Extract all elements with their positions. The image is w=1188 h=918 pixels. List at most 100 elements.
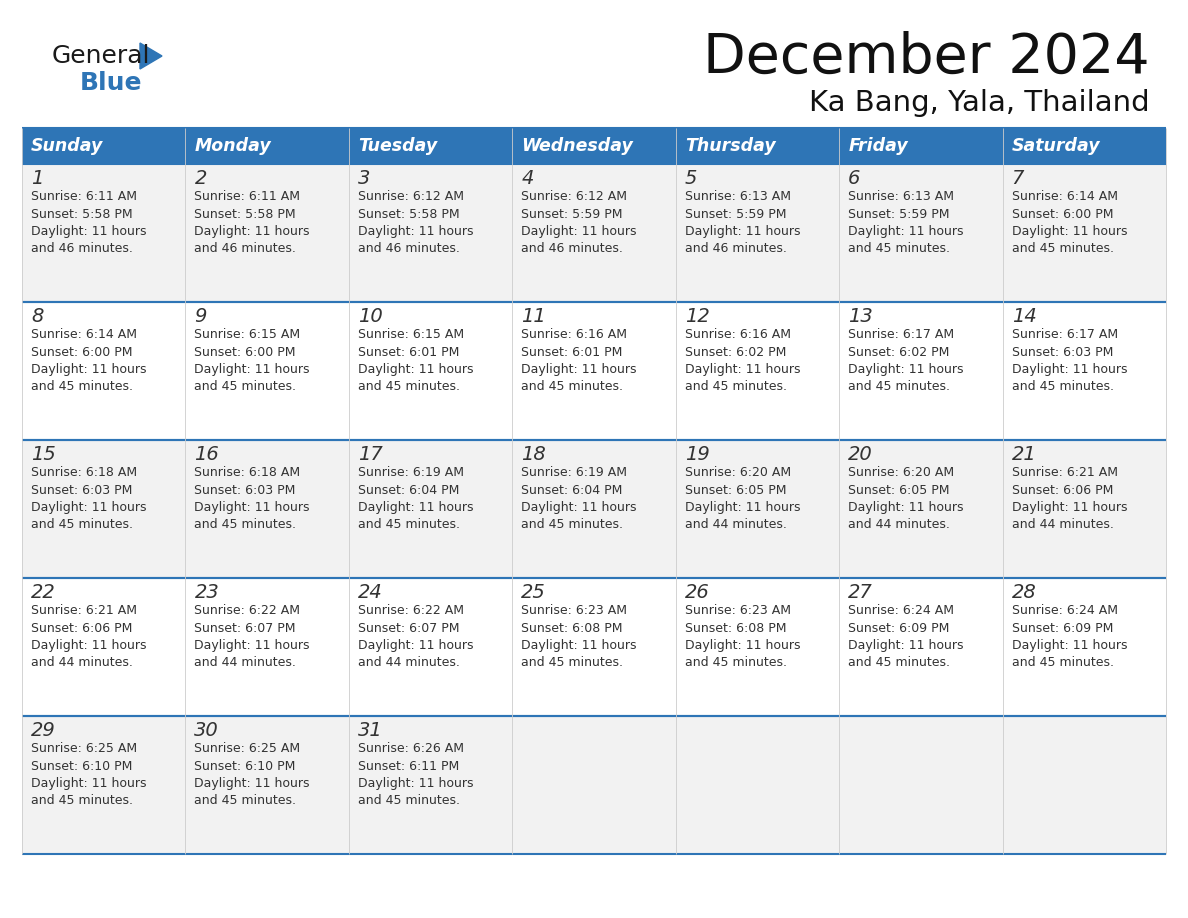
Text: and 45 minutes.: and 45 minutes. [684, 656, 786, 669]
Text: December 2024: December 2024 [703, 31, 1150, 85]
Text: Sunrise: 6:26 AM: Sunrise: 6:26 AM [358, 742, 463, 755]
Text: Sunset: 6:04 PM: Sunset: 6:04 PM [358, 484, 460, 497]
Text: and 44 minutes.: and 44 minutes. [848, 519, 950, 532]
Text: 1: 1 [31, 169, 44, 188]
Text: Daylight: 11 hours: Daylight: 11 hours [31, 777, 146, 790]
Text: and 44 minutes.: and 44 minutes. [358, 656, 460, 669]
Text: Sunrise: 6:20 AM: Sunrise: 6:20 AM [848, 466, 954, 479]
Bar [349, 578, 512, 716]
Text: and 45 minutes.: and 45 minutes. [195, 794, 297, 808]
Text: Sunrise: 6:23 AM: Sunrise: 6:23 AM [684, 604, 791, 617]
Text: Daylight: 11 hours: Daylight: 11 hours [195, 363, 310, 376]
Text: 17: 17 [358, 445, 383, 464]
Text: Sunday: Sunday [31, 137, 103, 155]
Text: Thursday: Thursday [684, 137, 776, 155]
Text: Sunrise: 6:24 AM: Sunrise: 6:24 AM [848, 604, 954, 617]
Bar [349, 440, 512, 578]
Bar [512, 128, 676, 164]
Bar [512, 578, 676, 716]
Bar [676, 128, 839, 164]
Text: 19: 19 [684, 445, 709, 464]
Text: Sunrise: 6:13 AM: Sunrise: 6:13 AM [684, 190, 791, 203]
Bar [23, 716, 185, 854]
Text: Sunrise: 6:11 AM: Sunrise: 6:11 AM [31, 190, 137, 203]
Text: Sunrise: 6:17 AM: Sunrise: 6:17 AM [1011, 328, 1118, 341]
Text: Daylight: 11 hours: Daylight: 11 hours [684, 501, 801, 514]
Bar [349, 302, 512, 440]
Text: and 46 minutes.: and 46 minutes. [684, 242, 786, 255]
Bar [1003, 440, 1165, 578]
Text: and 44 minutes.: and 44 minutes. [31, 656, 133, 669]
Text: 27: 27 [848, 583, 873, 602]
Bar [676, 578, 839, 716]
Text: Sunset: 6:02 PM: Sunset: 6:02 PM [684, 345, 786, 359]
Text: Sunset: 6:03 PM: Sunset: 6:03 PM [31, 484, 132, 497]
Text: 4: 4 [522, 169, 533, 188]
Text: Sunset: 6:02 PM: Sunset: 6:02 PM [848, 345, 949, 359]
Text: Sunrise: 6:18 AM: Sunrise: 6:18 AM [31, 466, 137, 479]
Text: Wednesday: Wednesday [522, 137, 633, 155]
Text: Daylight: 11 hours: Daylight: 11 hours [358, 501, 473, 514]
Text: 12: 12 [684, 307, 709, 326]
Text: Sunrise: 6:14 AM: Sunrise: 6:14 AM [31, 328, 137, 341]
Text: Sunrise: 6:25 AM: Sunrise: 6:25 AM [195, 742, 301, 755]
Bar [512, 164, 676, 302]
Text: Daylight: 11 hours: Daylight: 11 hours [684, 639, 801, 652]
Text: Sunset: 6:09 PM: Sunset: 6:09 PM [1011, 621, 1113, 634]
Text: Sunrise: 6:24 AM: Sunrise: 6:24 AM [1011, 604, 1118, 617]
Bar [839, 716, 1003, 854]
Text: and 46 minutes.: and 46 minutes. [522, 242, 624, 255]
Bar [349, 128, 512, 164]
Text: 20: 20 [848, 445, 873, 464]
Text: 22: 22 [31, 583, 56, 602]
Bar [349, 164, 512, 302]
Text: Sunrise: 6:22 AM: Sunrise: 6:22 AM [195, 604, 301, 617]
Text: Sunrise: 6:21 AM: Sunrise: 6:21 AM [1011, 466, 1118, 479]
Text: 16: 16 [195, 445, 219, 464]
Text: Daylight: 11 hours: Daylight: 11 hours [848, 639, 963, 652]
Text: Sunrise: 6:16 AM: Sunrise: 6:16 AM [522, 328, 627, 341]
Text: Sunset: 6:08 PM: Sunset: 6:08 PM [684, 621, 786, 634]
Text: and 45 minutes.: and 45 minutes. [358, 519, 460, 532]
Text: and 45 minutes.: and 45 minutes. [31, 794, 133, 808]
Bar [1003, 716, 1165, 854]
Text: and 45 minutes.: and 45 minutes. [684, 380, 786, 394]
Text: Sunrise: 6:20 AM: Sunrise: 6:20 AM [684, 466, 791, 479]
Text: and 45 minutes.: and 45 minutes. [358, 380, 460, 394]
Text: Tuesday: Tuesday [358, 137, 437, 155]
Text: and 45 minutes.: and 45 minutes. [31, 519, 133, 532]
Text: Sunset: 6:03 PM: Sunset: 6:03 PM [1011, 345, 1113, 359]
Text: Sunset: 6:00 PM: Sunset: 6:00 PM [1011, 207, 1113, 220]
Text: 6: 6 [848, 169, 860, 188]
Text: Daylight: 11 hours: Daylight: 11 hours [195, 501, 310, 514]
Text: and 46 minutes.: and 46 minutes. [358, 242, 460, 255]
Text: Sunset: 6:08 PM: Sunset: 6:08 PM [522, 621, 623, 634]
Bar [512, 302, 676, 440]
Text: 11: 11 [522, 307, 546, 326]
Text: Sunrise: 6:15 AM: Sunrise: 6:15 AM [358, 328, 465, 341]
Text: 24: 24 [358, 583, 383, 602]
Text: Sunrise: 6:19 AM: Sunrise: 6:19 AM [358, 466, 463, 479]
Text: and 45 minutes.: and 45 minutes. [522, 519, 624, 532]
Bar [23, 578, 185, 716]
Bar [1003, 578, 1165, 716]
Text: Sunset: 5:59 PM: Sunset: 5:59 PM [684, 207, 786, 220]
Text: and 45 minutes.: and 45 minutes. [195, 519, 297, 532]
Text: 29: 29 [31, 721, 56, 740]
Text: 30: 30 [195, 721, 219, 740]
Text: Sunset: 6:05 PM: Sunset: 6:05 PM [848, 484, 949, 497]
Text: Daylight: 11 hours: Daylight: 11 hours [522, 639, 637, 652]
Text: Daylight: 11 hours: Daylight: 11 hours [1011, 639, 1127, 652]
Text: Daylight: 11 hours: Daylight: 11 hours [195, 777, 310, 790]
Text: 15: 15 [31, 445, 56, 464]
Text: Sunset: 6:01 PM: Sunset: 6:01 PM [522, 345, 623, 359]
Text: 23: 23 [195, 583, 219, 602]
Text: Saturday: Saturday [1011, 137, 1100, 155]
Text: Sunset: 6:04 PM: Sunset: 6:04 PM [522, 484, 623, 497]
Text: 13: 13 [848, 307, 873, 326]
Bar [1003, 128, 1165, 164]
Text: and 45 minutes.: and 45 minutes. [358, 794, 460, 808]
Text: and 45 minutes.: and 45 minutes. [848, 380, 950, 394]
Text: Daylight: 11 hours: Daylight: 11 hours [522, 363, 637, 376]
Text: and 46 minutes.: and 46 minutes. [31, 242, 133, 255]
